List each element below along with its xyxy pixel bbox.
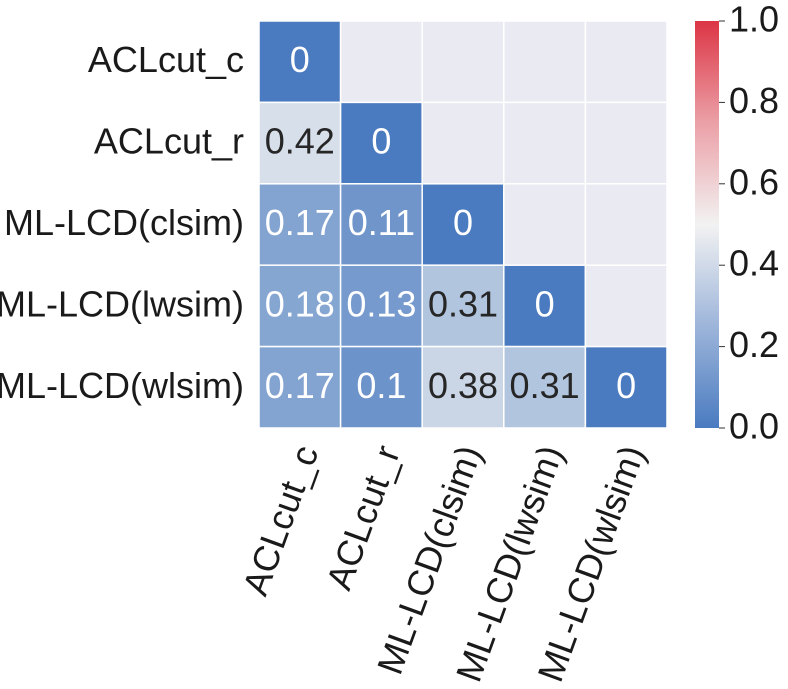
heatmap-cell-masked <box>584 264 668 348</box>
heatmap-cell <box>421 183 505 266</box>
heatmap-cell-masked <box>503 183 587 266</box>
cell-value-label: 0 <box>616 365 636 406</box>
x-tick-labels: ACLcut_cACLcut_rML-LCD(clsim)ML-LCD(lwsi… <box>234 440 652 687</box>
cell-value-label: 0.17 <box>265 202 335 243</box>
y-tick-label: ACLcut_c <box>88 39 244 80</box>
cell-value-label: 0.38 <box>428 365 498 406</box>
cell-value-label: 0.31 <box>428 283 498 324</box>
colorbar-tick-label: 0.8 <box>729 80 779 121</box>
heatmap-cell <box>503 345 587 429</box>
heatmap-cell-masked <box>584 183 668 266</box>
heatmap-cell-masked <box>584 101 668 185</box>
heatmap-cell-masked <box>421 101 505 185</box>
y-tick-label: ML-LCD(lwsim) <box>0 283 244 324</box>
colorbar-tick-label: 0.0 <box>729 406 779 447</box>
cell-value-label: 0 <box>453 202 473 243</box>
heatmap-cell-masked <box>503 101 587 185</box>
heatmap-grid: 0 0.42 0 0.17 0.11 0 0.18 0.13 0.31 0 0.17 0.1 0.38 0… <box>258 20 668 429</box>
x-tick-label: ACLcut_r <box>318 440 408 595</box>
y-tick-label: ML-LCD(clsim) <box>4 202 244 243</box>
heatmap-cell <box>421 345 505 429</box>
heatmap-cell <box>339 264 423 348</box>
heatmap-cell <box>503 264 587 348</box>
x-tick-label: ACLcut_c <box>234 440 326 601</box>
y-tick-label: ML-LCD(wlsim) <box>0 365 244 406</box>
cell-value-label: 0 <box>535 283 555 324</box>
heatmap-cell <box>258 20 342 104</box>
heatmap-cell <box>339 101 423 185</box>
heatmap-cell-masked <box>503 20 587 104</box>
cell-value-label: 0.11 <box>348 202 415 243</box>
heatmap-cell <box>339 345 423 429</box>
heatmap-cell-masked <box>584 20 668 104</box>
cell-value-label: 0 <box>371 121 391 162</box>
heatmap-cell <box>258 101 342 185</box>
heatmap-cell-masked <box>421 20 505 104</box>
cell-value-label: 0.31 <box>510 365 580 406</box>
cell-value-label: 0.18 <box>265 283 335 324</box>
colorbar-tick-label: 1.0 <box>729 0 779 40</box>
colorbar: 0.0 0.2 0.4 0.6 0.8 1.0 <box>695 0 779 447</box>
y-tick-label: ACLcut_r <box>94 121 244 162</box>
cell-value-label: 0.13 <box>346 283 416 324</box>
colorbar-tick-label: 0.4 <box>729 243 779 284</box>
cell-value-label: 0.17 <box>265 365 335 406</box>
heatmap-cell-masked <box>339 20 423 104</box>
heatmap-cell <box>584 345 668 429</box>
colorbar-tick-label: 0.2 <box>729 324 779 365</box>
cell-value-label: 0.1 <box>356 365 406 406</box>
cell-value-label: 0 <box>290 39 310 80</box>
cell-value-label: 0.42 <box>265 121 335 162</box>
colorbar-gradient <box>695 21 719 428</box>
y-tick-labels: ACLcut_c ACLcut_r ML-LCD(clsim) ML-LCD(lwsi… <box>0 39 244 406</box>
colorbar-tick-label: 0.6 <box>729 161 779 202</box>
